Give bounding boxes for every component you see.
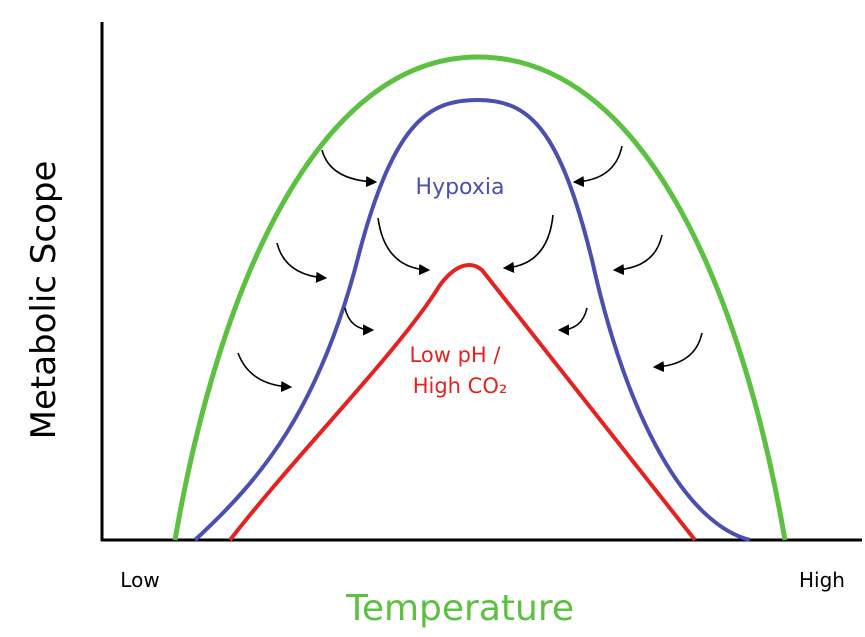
green-curve [172,54,788,541]
red-curve [228,263,697,542]
ph-label: Low pH / [410,343,502,367]
hypoxia-label: Hypoxia [416,175,505,200]
x-axis-label: Temperature [345,588,574,629]
arrows [237,145,703,393]
blue-curve [193,97,751,542]
x-high-label: High [799,568,845,592]
co2-label: High CO₂ [413,374,508,398]
x-low-label: Low [120,568,159,592]
y-axis-label: Metabolic Scope [24,161,64,440]
